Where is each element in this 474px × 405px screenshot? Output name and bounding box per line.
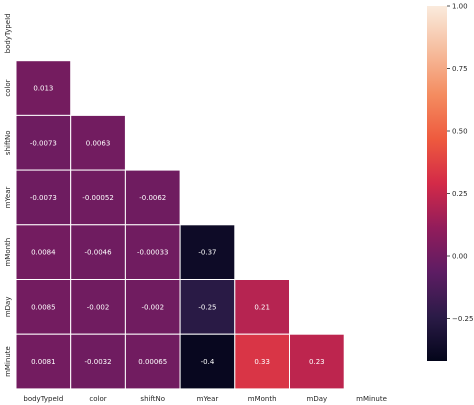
- colorbar: 1.00 0.75 0.50 0.25 0.00 −0.25: [427, 3, 473, 361]
- heatmap-cell-mMinute-bodyTypeId: [15, 333, 72, 390]
- y-tick-label-mDay: mDay: [4, 297, 12, 318]
- heatmap-cell-shiftNo-color: [70, 114, 126, 171]
- heatmap-cells: [15, 60, 345, 390]
- cell-value-label: -0.0032: [85, 358, 112, 366]
- heatmap-cell-mDay-color: [70, 279, 126, 335]
- x-tick-label-color: color: [89, 395, 106, 403]
- heatmap-cell-mMinute-shiftNo: [124, 333, 181, 390]
- cell-value-label: 0.0081: [31, 358, 56, 366]
- cell-value-label: 0.00065: [138, 358, 167, 366]
- heatmap-cell-shiftNo-bodyTypeId: [15, 114, 72, 171]
- heatmap-cell-mMinute-mYear: [179, 333, 236, 390]
- heatmap-cell-mYear-shiftNo: [124, 169, 181, 226]
- cell-value-label: -0.0062: [139, 194, 166, 202]
- cell-value-label: 0.0085: [31, 303, 56, 311]
- heatmap-cell-color-bodyTypeId: [15, 60, 72, 116]
- y-tick-label-mMinute: mMinute: [4, 346, 12, 377]
- cell-value-label: -0.0073: [30, 194, 57, 202]
- y-tick-label-shiftNo: shiftNo: [4, 130, 12, 155]
- cell-value-label: 0.0084: [31, 249, 56, 257]
- x-tick-label-mMonth: mMonth: [248, 395, 277, 403]
- y-tick-label-color: color: [4, 79, 12, 96]
- heatmap-cell-mMinute-mMonth: [234, 333, 291, 390]
- heatmap-cell-mMinute-mDay: [289, 333, 345, 390]
- colorbar-tick-label: 0.00: [452, 253, 468, 261]
- y-tick-label-mMonth: mMonth: [4, 238, 12, 267]
- cell-value-label: -0.002: [141, 303, 164, 311]
- colorbar-tick-label: 0.75: [452, 65, 468, 73]
- colorbar-tick-label: −0.25: [452, 315, 473, 323]
- cell-value-label: -0.0073: [30, 139, 57, 147]
- cell-value-label: -0.37: [198, 249, 216, 257]
- heatmap-cell-mMonth-mYear: [179, 224, 236, 281]
- colorbar-ticks: 1.00 0.75 0.50 0.25 0.00 −0.25: [447, 3, 473, 323]
- y-tick-label-mYear: mYear: [4, 187, 12, 209]
- cell-value-label: 0.33: [254, 358, 270, 366]
- cell-value-label: -0.00033: [137, 249, 168, 257]
- colorbar-tick-label: 0.25: [452, 190, 468, 198]
- cell-value-label: 0.013: [33, 85, 53, 93]
- cell-value-label: -0.25: [198, 303, 216, 311]
- heatmap-cell-labels: 0.013 -0.0073 0.0063 -0.0073 -0.00052 -0.0062…: [30, 85, 325, 366]
- cell-value-label: 0.0063: [86, 139, 111, 147]
- x-tick-label-shiftNo: shiftNo: [140, 395, 165, 403]
- x-axis-tick-labels: bodyTypeId color shiftNo mYear mMonth mDay mMi…: [23, 395, 387, 403]
- heatmap-cell-mMonth-color: [70, 224, 126, 281]
- cell-value-label: 0.21: [254, 303, 270, 311]
- y-tick-label-bodyTypeId: bodyTypeId: [4, 13, 12, 53]
- colorbar-tick-label: 1.00: [452, 3, 468, 11]
- x-tick-label-bodyTypeId: bodyTypeId: [23, 395, 63, 403]
- cell-value-label: -0.002: [87, 303, 110, 311]
- colorbar-tick-label: 0.50: [452, 128, 468, 136]
- cell-value-label: -0.0046: [85, 249, 113, 257]
- x-tick-label-mDay: mDay: [307, 395, 328, 403]
- x-tick-label-mYear: mYear: [197, 395, 219, 403]
- cell-value-label: -0.00052: [82, 194, 113, 202]
- y-axis-tick-labels: bodyTypeId color shiftNo mYear mMonth mDay mMi…: [4, 13, 12, 377]
- heatmap-cell-mDay-mYear: [179, 279, 236, 335]
- colorbar-gradient: [427, 6, 447, 361]
- heatmap-cell-mMinute-color: [70, 333, 126, 390]
- x-tick-label-mMinute: mMinute: [356, 395, 387, 403]
- cell-value-label: -0.4: [201, 358, 215, 366]
- cell-value-label: 0.23: [309, 358, 325, 366]
